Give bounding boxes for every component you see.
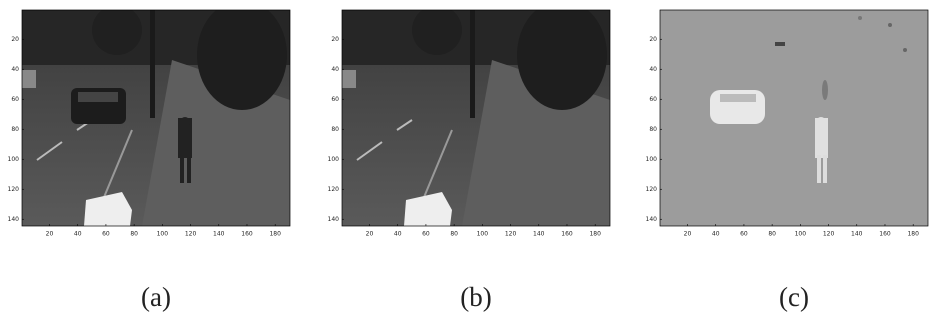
- x-tick-label: 60: [102, 231, 110, 238]
- y-tick-label: 60: [649, 96, 657, 103]
- y-tick-label: 20: [331, 36, 339, 43]
- y-tick-label: 60: [331, 96, 339, 103]
- x-tick-label: 60: [422, 231, 430, 238]
- x-tick-label: 20: [46, 231, 54, 238]
- x-tick-label: 120: [505, 231, 517, 238]
- y-tick-label: 100: [646, 156, 658, 163]
- x-tick-label: 160: [879, 231, 891, 238]
- caption: (c): [779, 282, 809, 312]
- x-tick-label: 160: [241, 231, 253, 238]
- y-tick-label: 80: [331, 126, 339, 133]
- x-tick-label: 80: [768, 231, 776, 238]
- y-tick-label: 140: [8, 216, 20, 223]
- x-tick-label: 40: [712, 231, 720, 238]
- video-frame: [342, 0, 610, 226]
- x-tick-label: 100: [157, 231, 169, 238]
- x-tick-label: 20: [366, 231, 374, 238]
- x-tick-label: 140: [213, 231, 225, 238]
- x-tick-label: 140: [851, 231, 863, 238]
- x-tick-label: 180: [907, 231, 919, 238]
- y-tick-label: 120: [328, 186, 340, 193]
- y-tick-label: 100: [328, 156, 340, 163]
- y-tick-label: 100: [8, 156, 20, 163]
- x-tick-label: 180: [269, 231, 281, 238]
- y-tick-label: 20: [649, 36, 657, 43]
- foreground-map: [660, 10, 928, 226]
- x-tick-label: 120: [823, 231, 835, 238]
- x-tick-label: 140: [533, 231, 545, 238]
- x-tick-label: 80: [130, 231, 138, 238]
- y-tick-label: 140: [646, 216, 658, 223]
- x-tick-label: 180: [589, 231, 601, 238]
- caption: (b): [460, 282, 491, 312]
- caption: (a): [141, 282, 171, 312]
- y-tick-label: 80: [649, 126, 657, 133]
- x-tick-label: 20: [684, 231, 692, 238]
- x-tick-label: 60: [740, 231, 748, 238]
- y-tick-label: 40: [331, 66, 339, 73]
- y-tick-label: 120: [8, 186, 20, 193]
- x-tick-label: 100: [477, 231, 489, 238]
- y-tick-label: 80: [11, 126, 19, 133]
- x-tick-label: 40: [74, 231, 82, 238]
- y-tick-label: 40: [11, 66, 19, 73]
- x-tick-label: 120: [185, 231, 197, 238]
- y-tick-label: 120: [646, 186, 658, 193]
- y-tick-label: 20: [11, 36, 19, 43]
- x-tick-label: 80: [450, 231, 458, 238]
- y-tick-label: 140: [328, 216, 340, 223]
- x-tick-label: 160: [561, 231, 573, 238]
- video-frame: [22, 0, 290, 226]
- x-tick-label: 40: [394, 231, 402, 238]
- y-tick-label: 40: [649, 66, 657, 73]
- y-tick-label: 60: [11, 96, 19, 103]
- figure: 20 40 60 80 100 120 140 160 180 20 40 60 80 100 120 140…: [0, 0, 929, 320]
- x-tick-label: 100: [795, 231, 807, 238]
